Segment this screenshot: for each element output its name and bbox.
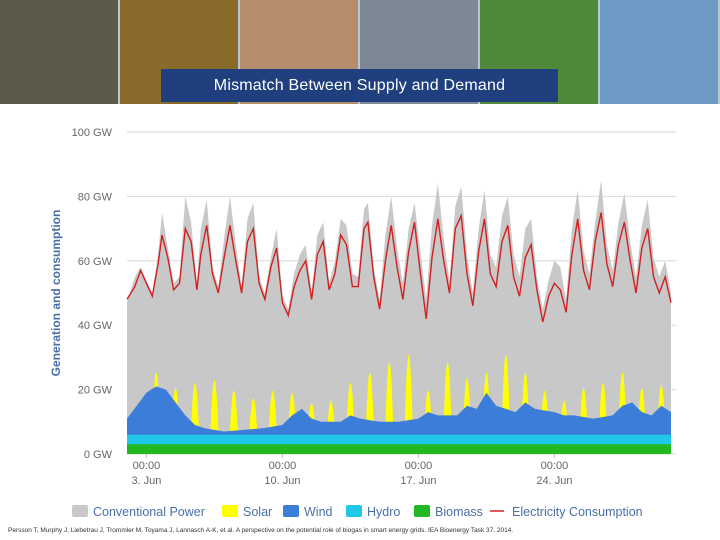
x-tick-time: 00:00	[405, 460, 433, 472]
legend-item: Biomass	[414, 505, 483, 519]
y-tick-label: 40 GW	[78, 320, 113, 332]
dairy-cows-photo	[0, 0, 118, 104]
legend-label: Electricity Consumption	[512, 505, 643, 519]
legend-label: Hydro	[367, 505, 400, 519]
citation: Persson T, Murphy J, Liebetrau J, Tromml…	[8, 527, 514, 534]
legend-swatch	[346, 505, 362, 517]
legend-item: Hydro	[346, 505, 400, 519]
y-tick-label: 20 GW	[78, 385, 113, 397]
conventional-power-area	[127, 180, 671, 455]
solar-peak	[385, 362, 394, 438]
solar-peak	[210, 380, 219, 438]
legend-label: Conventional Power	[93, 505, 205, 519]
x-tick-time: 00:00	[541, 460, 569, 472]
legend-label: Biomass	[435, 505, 483, 519]
solar-peak	[229, 390, 239, 438]
y-tick-label: 60 GW	[78, 256, 113, 268]
legend-item: Electricity Consumption	[490, 505, 643, 519]
solar-peak	[249, 398, 258, 438]
legend-item: Wind	[283, 505, 333, 519]
y-tick-label: 100 GW	[72, 127, 113, 139]
page-title: Mismatch Between Supply and Demand	[161, 69, 558, 102]
x-tick-date: 10. Jun	[264, 475, 300, 487]
y-tick-label: 0 GW	[84, 449, 113, 461]
y-tick-label: 80 GW	[78, 191, 113, 203]
y-axis-title: Generation and consumption	[49, 210, 63, 377]
consumption-line	[126, 212, 672, 323]
legend-item: Solar	[222, 505, 272, 519]
x-tick-date: 3. Jun	[131, 475, 161, 487]
solar-peak	[404, 354, 413, 438]
legend-item: Conventional Power	[72, 505, 205, 519]
solar-peak	[268, 390, 277, 438]
legend-swatch	[283, 505, 299, 517]
legend-swatch	[72, 505, 88, 517]
x-tick-date: 24. Jun	[536, 475, 572, 487]
legend-label: Wind	[304, 505, 333, 519]
x-tick-date: 17. Jun	[400, 475, 436, 487]
x-tick-time: 00:00	[269, 460, 297, 472]
x-tick-time: 00:00	[133, 460, 161, 472]
biogas-plant-photo	[600, 0, 718, 104]
legend-label: Solar	[243, 505, 272, 519]
biomass-area	[127, 444, 671, 454]
legend-swatch	[414, 505, 430, 517]
legend-swatch	[222, 505, 238, 517]
